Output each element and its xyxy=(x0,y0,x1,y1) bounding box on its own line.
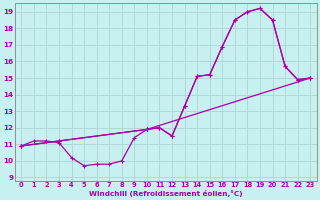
X-axis label: Windchill (Refroidissement éolien,°C): Windchill (Refroidissement éolien,°C) xyxy=(89,190,243,197)
